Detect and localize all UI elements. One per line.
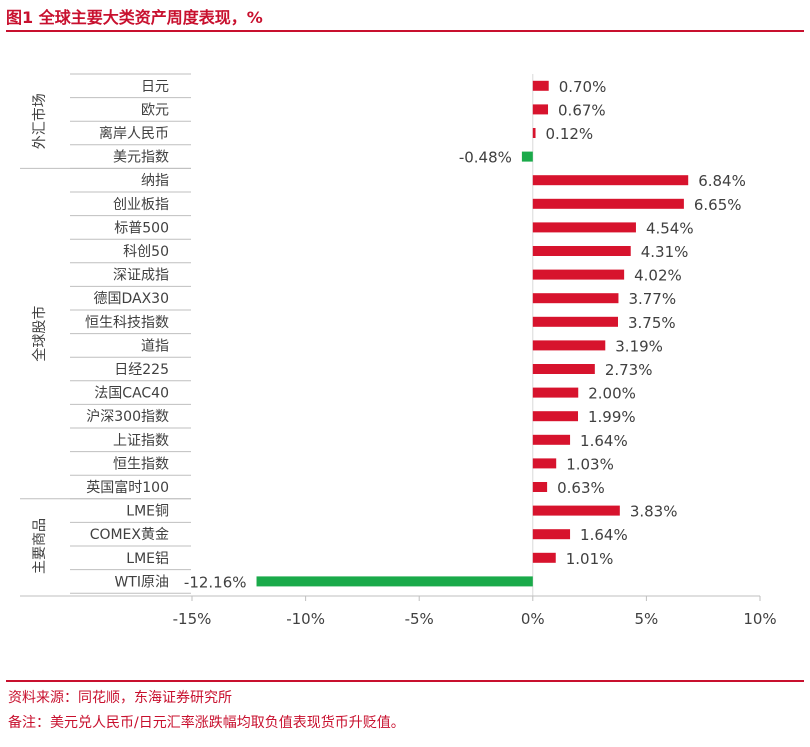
bar <box>521 151 533 162</box>
category-label: 欧元 <box>141 102 169 118</box>
bar <box>532 482 548 492</box>
data-label: 4.02% <box>634 267 682 285</box>
x-tick-label: 5% <box>635 610 659 628</box>
category-label: 沪深300指数 <box>86 409 169 425</box>
bar <box>532 411 579 422</box>
bar <box>532 175 689 186</box>
data-label: 3.19% <box>615 337 663 355</box>
category-label: 创业板指 <box>113 197 169 213</box>
x-tick-label: -10% <box>286 610 325 628</box>
source-note: 资料来源：同花顺，东海证券研究所 <box>8 690 232 706</box>
data-label: 3.83% <box>630 503 678 521</box>
category-label: 美元指数 <box>113 150 169 166</box>
category-label: 科创50 <box>123 244 169 260</box>
data-label: 1.01% <box>566 550 614 568</box>
category-label: 英国富时100 <box>86 479 169 496</box>
data-label: 0.12% <box>546 125 594 143</box>
bar <box>532 364 595 374</box>
remark-note: 备注：美元兑人民币/日元汇率涨跌幅均取负值表现货币升贬值。 <box>8 715 405 731</box>
bar <box>532 246 631 256</box>
category-label: 纳指 <box>141 173 169 189</box>
data-label: 0.67% <box>558 101 606 119</box>
data-label: 4.54% <box>646 219 694 237</box>
category-label: 德国DAX30 <box>93 291 169 307</box>
x-tick-label: 10% <box>743 610 776 628</box>
bar <box>532 340 606 351</box>
figure-title: 图1 全球主要大类资产周度表现，% <box>6 8 263 27</box>
data-label: 3.77% <box>628 290 676 308</box>
footer-rule <box>6 680 804 682</box>
category-label: LME铝 <box>126 551 169 567</box>
data-label: 1.99% <box>588 408 636 426</box>
bar <box>532 198 684 209</box>
category-label: 恒生指数 <box>113 456 169 472</box>
bar <box>532 458 557 469</box>
title-rule <box>6 30 804 32</box>
category-label: 标普500 <box>114 220 169 236</box>
data-label: -12.16% <box>184 573 247 591</box>
data-label: 0.63% <box>557 479 605 497</box>
data-label: 1.03% <box>566 455 614 473</box>
bar <box>532 552 556 563</box>
bar <box>532 80 549 91</box>
category-label: 日经225 <box>114 362 169 378</box>
x-tick-label: -15% <box>173 610 212 628</box>
bar <box>532 128 536 138</box>
data-label: 2.00% <box>588 385 636 403</box>
bar <box>532 104 549 115</box>
chart-bars <box>256 80 689 587</box>
group-label: 全球股市 <box>31 306 48 362</box>
data-label: 1.64% <box>580 432 628 450</box>
data-label: 6.65% <box>694 196 742 214</box>
category-label: 离岸人民币 <box>99 125 169 142</box>
bar <box>532 434 571 445</box>
data-label: 4.31% <box>641 243 689 261</box>
category-label: 法国CAC40 <box>94 386 169 402</box>
bar <box>256 576 533 587</box>
x-tick-label: -5% <box>405 610 434 628</box>
bar <box>532 387 579 398</box>
bar <box>532 529 571 540</box>
data-label: 0.70% <box>559 78 607 96</box>
bar <box>532 222 636 233</box>
category-label: COMEX黄金 <box>90 526 169 543</box>
category-label: WTI原油 <box>114 574 169 590</box>
bar <box>532 505 620 516</box>
category-label: 深证成指 <box>113 268 169 284</box>
bar <box>532 269 625 280</box>
category-label: 上证指数 <box>113 433 169 449</box>
bar <box>532 293 619 304</box>
category-label: 日元 <box>141 79 169 95</box>
data-label: 1.64% <box>580 526 628 544</box>
group-label: 外汇市场 <box>31 93 48 149</box>
data-label: 6.84% <box>698 172 746 190</box>
group-label: 主要商品 <box>32 518 48 574</box>
data-label: 2.73% <box>605 361 653 379</box>
category-label: LME铜 <box>126 504 169 520</box>
category-label: 道指 <box>141 338 169 354</box>
data-label: -0.48% <box>459 149 512 167</box>
bar <box>532 316 618 327</box>
x-tick-label: 0% <box>521 610 545 628</box>
data-label: 3.75% <box>628 314 676 332</box>
category-label: 恒生科技指数 <box>85 315 169 331</box>
